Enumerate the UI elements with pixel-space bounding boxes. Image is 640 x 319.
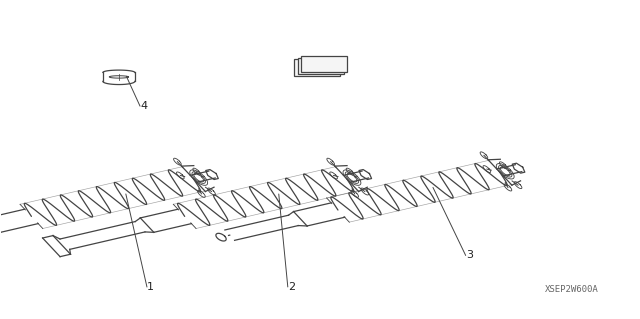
Text: XSEP2W600A: XSEP2W600A: [545, 285, 599, 294]
Text: 4: 4: [141, 100, 148, 110]
Text: 2: 2: [288, 282, 295, 292]
Text: 3: 3: [467, 250, 474, 260]
Bar: [301, 56, 348, 72]
Bar: [298, 57, 344, 74]
Text: 1: 1: [147, 282, 154, 292]
Bar: [294, 59, 340, 76]
